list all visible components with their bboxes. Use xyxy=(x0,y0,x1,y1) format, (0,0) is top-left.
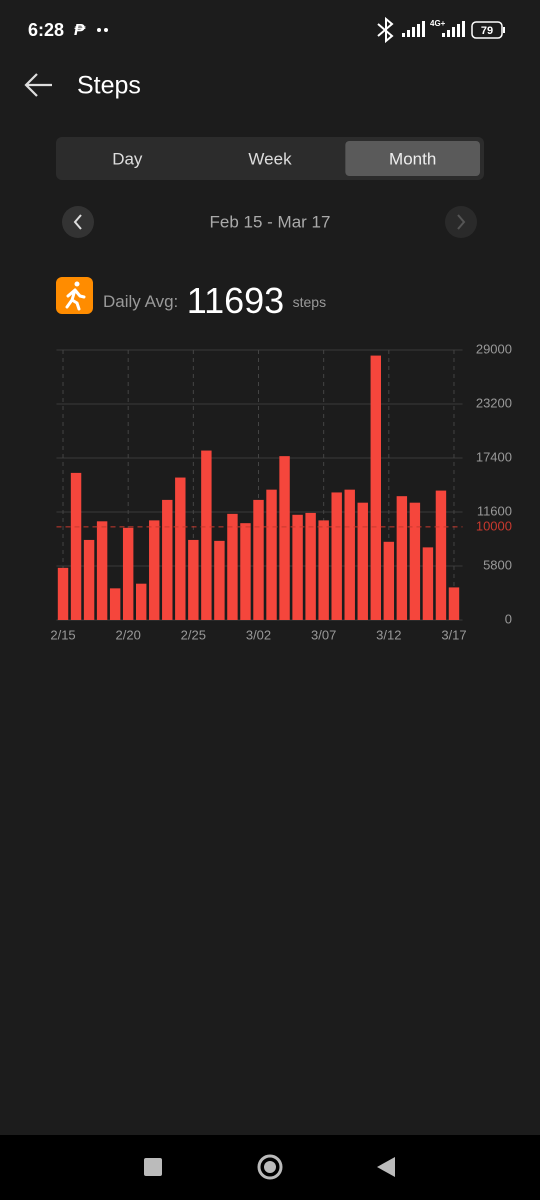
back-nav-button[interactable] xyxy=(377,1157,395,1177)
y-tick-label: 5800 xyxy=(483,557,512,572)
bar xyxy=(240,523,251,620)
bar xyxy=(357,502,368,620)
tab-label[interactable]: Week xyxy=(248,149,292,168)
bar xyxy=(279,456,290,620)
bar xyxy=(109,588,121,620)
home-button[interactable] xyxy=(257,1154,283,1180)
bar xyxy=(305,512,316,620)
bar xyxy=(227,513,238,620)
next-button[interactable] xyxy=(445,206,477,238)
y-tick-label: 17400 xyxy=(476,449,512,464)
battery-tip xyxy=(503,27,505,33)
bar xyxy=(318,520,329,620)
reference-label: 10000 xyxy=(476,518,512,533)
bar xyxy=(135,583,147,620)
battery-icon xyxy=(471,21,503,39)
home-dot xyxy=(264,1161,276,1173)
status-dot xyxy=(104,28,108,32)
x-tick-label: 2/20 xyxy=(116,627,141,642)
x-tick-label: 2/25 xyxy=(181,627,206,642)
battery-level: 79 xyxy=(481,25,493,37)
bar xyxy=(344,489,355,620)
x-tick-label: 3/17 xyxy=(441,627,466,642)
bar xyxy=(188,539,199,620)
prev-chevron xyxy=(73,214,82,230)
status-dot xyxy=(97,28,101,32)
signal-icon xyxy=(402,21,465,37)
tab-label[interactable]: Month xyxy=(389,149,436,168)
bar xyxy=(175,477,186,620)
x-tick-label: 3/12 xyxy=(376,627,401,642)
y-tick-label: 23200 xyxy=(476,395,512,410)
bar xyxy=(266,489,277,620)
next-chevron xyxy=(457,214,466,230)
chart: 0 5800 11600 17400 23200 29000 2/15 2/20 2/25 3/0… xyxy=(50,341,512,642)
y-tick-label: 0 xyxy=(505,611,512,626)
prev-button[interactable] xyxy=(62,206,94,238)
bar xyxy=(448,587,460,620)
bar xyxy=(396,496,408,620)
bar xyxy=(370,355,382,620)
bar xyxy=(422,547,434,620)
x-tick-label: 3/07 xyxy=(311,627,336,642)
summary-value: 11693 xyxy=(187,280,284,321)
summary-label: Daily Avg: xyxy=(103,292,178,311)
y-tick-label: 11600 xyxy=(477,503,512,518)
daily-average: Daily Avg: 11693 steps xyxy=(103,280,326,321)
bar xyxy=(149,520,160,620)
bar xyxy=(383,541,395,620)
bar xyxy=(122,527,134,620)
date-range: Feb 15 - Mar 17 xyxy=(210,212,331,231)
bar xyxy=(96,521,108,620)
network-type: 4G+ xyxy=(430,19,446,28)
bar xyxy=(435,490,447,620)
status-time: 6:28 xyxy=(28,20,64,40)
x-tick-label: 3/02 xyxy=(246,627,271,642)
bar xyxy=(162,499,173,620)
bar xyxy=(70,472,82,620)
bar xyxy=(331,492,342,620)
x-tick-label: 2/15 xyxy=(50,627,75,642)
walker-glyph xyxy=(65,281,86,311)
tab-label[interactable]: Day xyxy=(112,149,143,168)
summary-unit: steps xyxy=(293,294,326,310)
bar xyxy=(292,514,303,620)
y-tick-label: 29000 xyxy=(476,341,512,356)
bar xyxy=(214,540,225,620)
bar xyxy=(253,499,264,620)
recents-button[interactable] xyxy=(144,1158,162,1176)
bluetooth-icon xyxy=(377,16,394,44)
page-title: Steps xyxy=(77,72,141,100)
bar xyxy=(409,502,421,620)
bar xyxy=(83,539,95,620)
bar xyxy=(57,567,69,620)
tab-selected[interactable] xyxy=(345,141,480,176)
bar xyxy=(201,450,212,620)
status-icon: ₱ xyxy=(74,22,86,39)
back-button[interactable] xyxy=(24,73,52,97)
